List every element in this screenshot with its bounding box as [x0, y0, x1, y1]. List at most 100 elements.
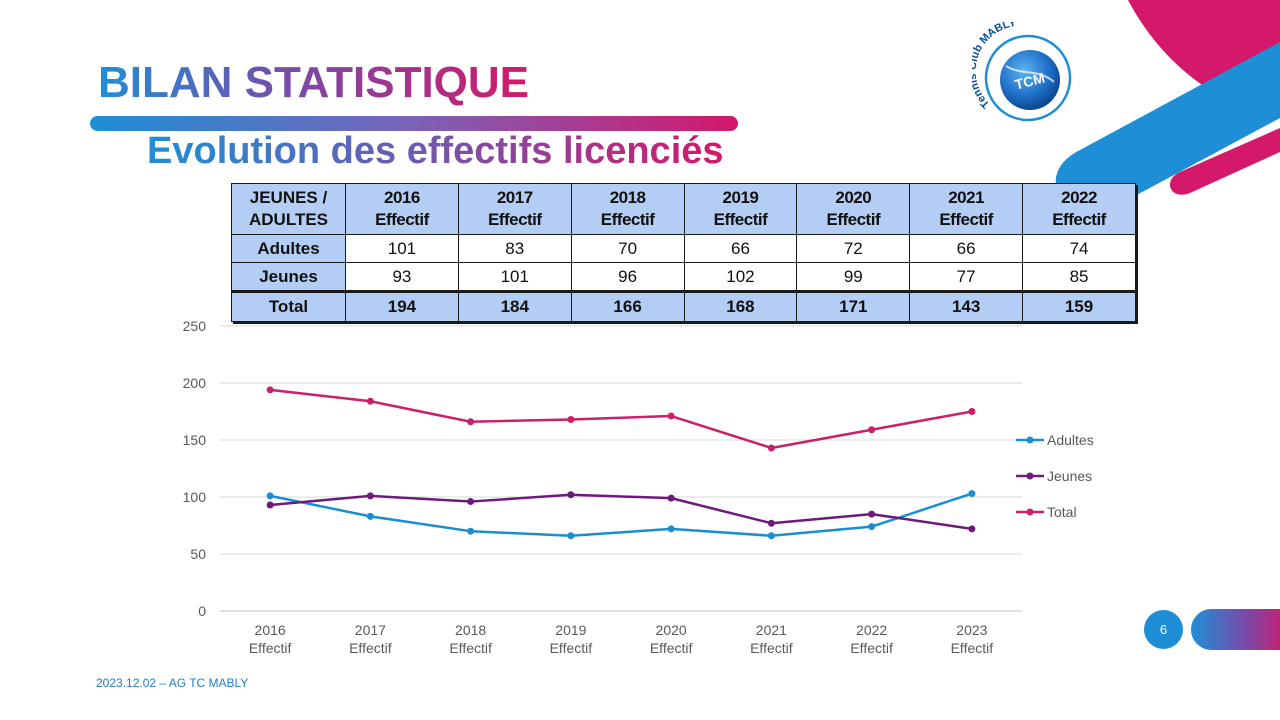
- logo-ball: [1000, 50, 1060, 110]
- table-cell: 93: [345, 262, 459, 292]
- table-corner-header: JEUNES / ADULTES: [231, 183, 346, 235]
- x-tick-label: 2021: [756, 622, 787, 638]
- data-point: [266, 386, 274, 394]
- data-point: [467, 418, 475, 426]
- data-point: [767, 532, 775, 540]
- x-tick-label: Effectif: [550, 640, 593, 656]
- table-cell: 171: [796, 290, 911, 322]
- club-logo: Tennis Club MABLY TCM: [972, 22, 1072, 122]
- logo-badge-text: TCM: [1013, 69, 1046, 92]
- x-tick-label: 2017: [355, 622, 386, 638]
- data-point: [567, 532, 575, 540]
- table-row: Adultes 101 83 70 66 72 66 74: [231, 234, 1136, 263]
- page-subtitle: Evolution des effectifs licenciés: [147, 130, 724, 172]
- corner-header-line: ADULTES: [248, 210, 328, 229]
- column-header: 2018 Effectif: [570, 183, 685, 235]
- table-row: Total 194 184 166 168 171 143 159: [231, 290, 1136, 322]
- legend-marker: [1026, 436, 1034, 444]
- row-label: Adultes: [231, 234, 346, 263]
- legend-marker: [1026, 472, 1034, 480]
- x-tick-label: Effectif: [249, 640, 292, 656]
- data-point: [366, 397, 374, 405]
- table-cell: 194: [345, 290, 459, 322]
- column-header-label: Effectif: [939, 210, 993, 229]
- x-tick-label: Effectif: [850, 640, 893, 656]
- column-header-label: Effectif: [487, 210, 542, 229]
- row-label: Total: [231, 290, 346, 322]
- legend-marker: [1026, 508, 1034, 516]
- data-point: [667, 525, 675, 533]
- table-cell: 159: [1022, 290, 1136, 322]
- blue-stripe-shape: [1055, 42, 1280, 212]
- table-cell: 166: [570, 290, 685, 322]
- table-cell: 72: [796, 234, 911, 263]
- column-header: 2022 Effectif: [1022, 183, 1136, 235]
- x-tick-label: 2018: [455, 622, 486, 638]
- y-tick-label: 200: [183, 375, 207, 391]
- data-point: [667, 494, 675, 502]
- column-header-year: 2018: [609, 188, 646, 207]
- data-point: [868, 426, 876, 434]
- table-cell: 101: [457, 262, 572, 292]
- table-cell: 74: [1022, 234, 1136, 263]
- table-cell: 184: [457, 290, 572, 322]
- column-header-label: Effectif: [713, 210, 768, 229]
- stats-table: JEUNES / ADULTES 2016 Effectif 2017 Effectif 2…: [231, 183, 1136, 322]
- x-tick-label: 2020: [656, 622, 687, 638]
- series-line-adultes: [269, 492, 973, 538]
- page-number: 6: [1144, 610, 1183, 649]
- column-header-label: Effectif: [600, 210, 655, 229]
- column-header-label: Effectif: [1052, 210, 1106, 229]
- data-point: [467, 527, 475, 535]
- x-tick-label: Effectif: [750, 640, 793, 656]
- logo-ball-seam: [1005, 65, 1055, 83]
- x-tick-label: Effectif: [650, 640, 693, 656]
- x-tick-label: Effectif: [449, 640, 492, 656]
- table-cell: 101: [345, 234, 459, 263]
- column-header-year: 2022: [1061, 188, 1097, 207]
- x-tick-label: 2016: [255, 622, 286, 638]
- data-point: [567, 415, 575, 423]
- x-tick-label: 2023: [956, 622, 987, 638]
- data-point: [366, 492, 374, 500]
- row-label: Jeunes: [231, 262, 346, 292]
- footer-text: 2023.12.02 – AG TC MABLY: [96, 676, 249, 690]
- column-header-year: 2016: [384, 188, 420, 207]
- series-line-total: [269, 388, 973, 450]
- corner-header-line: JEUNES /: [249, 188, 328, 207]
- data-point: [467, 498, 475, 506]
- legend-label: Adultes: [1047, 432, 1094, 448]
- x-tick-label: 2022: [856, 622, 887, 638]
- data-point: [968, 408, 976, 415]
- column-header-label: Effectif: [375, 210, 429, 229]
- page-title: BILAN STATISTIQUE: [98, 58, 530, 107]
- column-header-year: 2021: [948, 188, 985, 207]
- data-point: [266, 501, 274, 509]
- y-tick-label: 250: [183, 318, 207, 334]
- column-header-year: 2019: [722, 188, 759, 207]
- data-point: [767, 519, 775, 527]
- data-point: [366, 512, 374, 520]
- y-tick-label: 0: [198, 603, 206, 619]
- column-header: 2016 Effectif: [345, 183, 459, 235]
- data-point: [968, 490, 976, 498]
- data-point: [968, 525, 976, 533]
- table-cell: 168: [683, 290, 798, 322]
- data-point: [868, 510, 876, 518]
- x-tick-label: 2019: [555, 622, 586, 638]
- data-point: [266, 492, 274, 500]
- column-header-year: 2020: [835, 188, 872, 207]
- x-tick-label: Effectif: [349, 640, 392, 656]
- data-point: [667, 412, 675, 420]
- table-cell: 85: [1022, 262, 1136, 292]
- series-line-jeunes: [270, 493, 973, 531]
- data-point: [567, 491, 575, 499]
- column-header-year: 2017: [496, 188, 533, 207]
- logo-ring: [984, 34, 1072, 122]
- legend-label: Jeunes: [1047, 468, 1092, 484]
- y-tick-label: 150: [183, 432, 207, 448]
- data-point: [868, 523, 876, 531]
- x-tick-label: Effectif: [951, 640, 994, 656]
